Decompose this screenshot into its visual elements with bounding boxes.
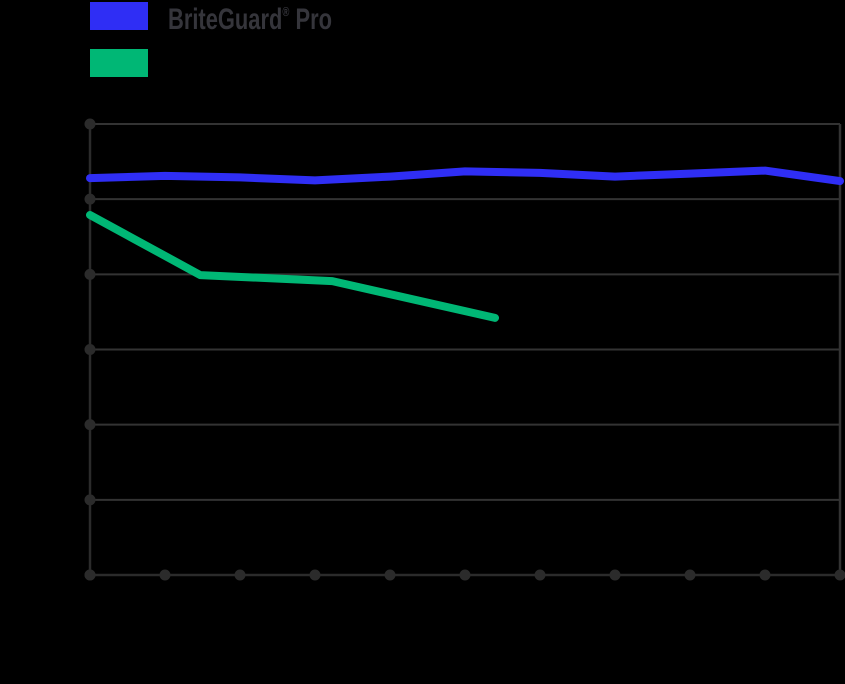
legend-swatch-briteguard-pro [90, 2, 148, 30]
x-axis-tick-dot [684, 569, 696, 581]
legend-item-series-2 [90, 49, 393, 77]
legend-label-brand: BriteGuard [168, 3, 283, 36]
legend-item-briteguard-pro: BriteGuard® Pro [90, 2, 393, 35]
series-line-briteguard-pro [86, 166, 844, 186]
x-axis-tick-dot [309, 569, 321, 581]
legend: BriteGuard® Pro [90, 2, 393, 77]
registered-trademark-icon: ® [282, 4, 290, 19]
x-axis-tick-dot [234, 569, 246, 581]
y-axis-tick-dot [84, 268, 96, 280]
x-axis-tick-dot [84, 569, 96, 581]
y-axis-tick-dot [84, 193, 96, 205]
legend-label-suffix: Pro [289, 3, 332, 36]
y-axis-tick-dot [84, 494, 96, 506]
legend-label-briteguard-pro: BriteGuard® Pro [168, 0, 332, 36]
y-axis-tick-dot [84, 118, 96, 130]
x-axis-tick-dot [609, 569, 621, 581]
x-axis-tick-dot [459, 569, 471, 581]
x-axis-tick-dot [534, 569, 546, 581]
series-line-2 [86, 211, 499, 322]
x-axis-tick-dot [159, 569, 171, 581]
x-axis-tick-dot [834, 569, 845, 581]
x-axis-tick-dot [759, 569, 771, 581]
legend-swatch-series-2 [90, 49, 148, 77]
x-axis-tick-dot [384, 569, 396, 581]
y-axis-tick-dot [84, 344, 96, 355]
y-axis-tick-dot [84, 419, 96, 431]
